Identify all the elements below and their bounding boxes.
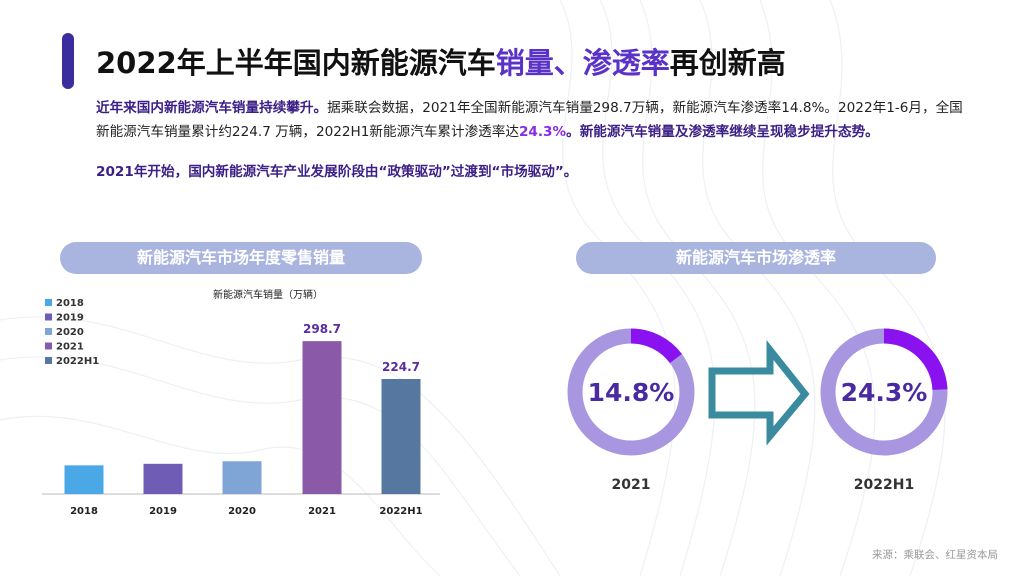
- intro-paragraph-2: 2021年开始，国内新能源汽车产业发展阶段由“政策驱动”过渡到“市场驱动”。: [96, 164, 578, 180]
- x-tick-2022H1: 2022H1: [379, 506, 422, 517]
- section-title-penetration: 新能源汽车市场渗透率: [576, 242, 936, 274]
- donut-label-2022h1: 2022H1: [854, 477, 914, 493]
- bar-2022H1: [381, 379, 421, 494]
- intro-text: 近年来国内新能源汽车销量持续攀升。据乘联会数据，2021年全国新能源汽车销量29…: [96, 96, 976, 184]
- legend-label-2018: 2018: [56, 298, 84, 309]
- section-title-sales: 新能源汽车市场年度零售销量: [60, 242, 422, 274]
- legend-label-2020: 2020: [56, 327, 84, 338]
- legend-swatch-2018: [45, 299, 52, 306]
- bar-2020: [222, 461, 262, 494]
- x-tick-2018: 2018: [70, 506, 98, 517]
- source-note: 来源：乘联会、红星资本局: [872, 549, 998, 561]
- data-label-2022H1: 224.7: [382, 360, 420, 374]
- data-label-2021: 298.7: [303, 322, 341, 336]
- legend-label-2021: 2021: [56, 342, 84, 353]
- bar-2021: [302, 341, 342, 494]
- donut-value-2021: 14.8%: [588, 378, 675, 407]
- donut-label-2021: 2021: [612, 477, 651, 493]
- donut-segment-2022h1: [883, 328, 948, 391]
- title-accent-bar: [62, 33, 74, 89]
- title-highlight: 销量、渗透率: [495, 46, 670, 80]
- legend-swatch-2020: [45, 328, 52, 335]
- donut-value-2022h1: 24.3%: [841, 378, 928, 407]
- legend-swatch-2022H1: [45, 357, 52, 364]
- bar-chart-title: 新能源汽车销量（万辆）: [213, 288, 323, 301]
- page-title: 2022年上半年国内新能源汽车销量、渗透率再创新高: [96, 46, 786, 80]
- x-tick-2021: 2021: [308, 506, 336, 517]
- legend-label-2019: 2019: [56, 313, 84, 324]
- x-tick-2019: 2019: [149, 506, 177, 517]
- right-arrow-icon: [708, 339, 810, 446]
- legend-swatch-2021: [45, 342, 52, 350]
- legend-swatch-2019: [45, 313, 52, 321]
- bar-2019: [143, 463, 183, 494]
- x-tick-2020: 2020: [228, 506, 256, 517]
- legend-label-2022H1: 2022H1: [56, 356, 99, 367]
- intro-paragraph-1: 近年来国内新能源汽车销量持续攀升。据乘联会数据，2021年全国新能源汽车销量29…: [96, 100, 963, 140]
- donut-segment-2021: [630, 328, 682, 364]
- bar-2018: [64, 465, 104, 494]
